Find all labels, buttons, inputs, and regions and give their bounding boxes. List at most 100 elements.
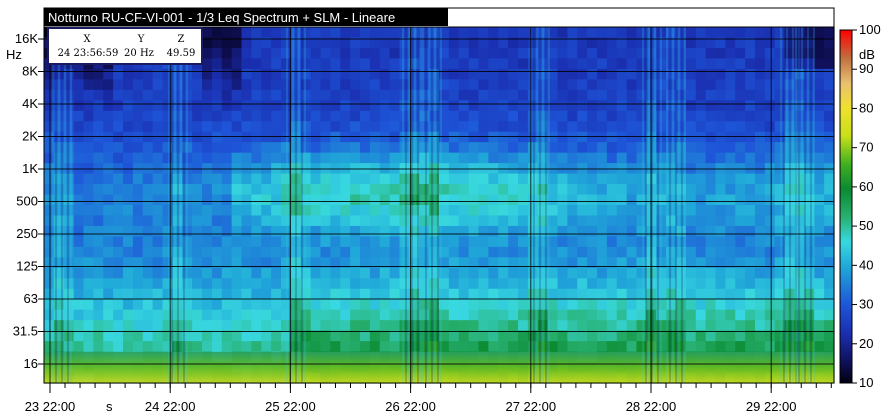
heatmap-cell (527, 278, 539, 290)
heatmap-cell (616, 110, 628, 122)
heatmap-cell (458, 110, 470, 122)
heatmap-cell (636, 205, 647, 217)
heatmap-cell (113, 225, 124, 238)
heatmap-cell (231, 58, 243, 70)
heatmap-cell (656, 37, 667, 49)
heatmap-cell (587, 257, 598, 269)
heatmap-cell (379, 184, 391, 196)
heatmap-cell (508, 152, 519, 164)
heatmap-cell (369, 79, 381, 91)
heatmap-cell (53, 341, 65, 353)
heatmap-cell (142, 121, 154, 133)
heatmap-cell (794, 184, 805, 196)
heatmap-cell (458, 131, 470, 143)
heatmap-cell (241, 330, 252, 342)
heatmap-cell (399, 257, 410, 269)
heatmap-cell (63, 89, 75, 101)
heatmap-cell (369, 27, 381, 39)
heatmap-cell (646, 205, 657, 217)
heatmap-cell (211, 37, 223, 49)
heatmap-cell (448, 184, 460, 196)
heatmap-cell (597, 89, 608, 101)
heatmap-cell (330, 142, 341, 154)
heatmap-cell (330, 278, 341, 290)
heatmap-cell (794, 121, 805, 133)
heatmap-cell (735, 79, 746, 91)
heatmap-cell (676, 288, 687, 300)
heatmap-cell (123, 131, 134, 143)
heatmap-cell (44, 330, 55, 342)
heatmap-cell (310, 257, 322, 269)
heatmap-cell (676, 89, 687, 101)
heatmap-cell (755, 236, 766, 248)
heatmap-cell (606, 236, 618, 248)
heatmap-cell (123, 68, 134, 80)
heatmap-cell (498, 330, 509, 342)
heatmap-cell (369, 100, 381, 112)
heatmap-cell (271, 205, 282, 217)
heatmap-cell (656, 215, 667, 227)
heatmap-cell (63, 225, 75, 238)
heatmap-cell (409, 278, 420, 290)
heatmap-cell (468, 184, 480, 196)
heatmap-cell (547, 215, 559, 227)
heatmap-cell (152, 110, 164, 122)
heatmap-cell (320, 27, 331, 39)
heatmap-cell (93, 278, 104, 290)
heatmap-cell (606, 246, 618, 258)
heatmap-cell (626, 288, 638, 300)
heatmap-cell (320, 47, 331, 60)
heatmap-cell (340, 131, 351, 143)
heatmap-cell (132, 121, 144, 133)
heatmap-cell (705, 131, 717, 143)
heatmap-cell (804, 257, 815, 269)
heatmap-cell (676, 173, 687, 185)
heatmap-cell (429, 320, 440, 332)
heatmap-cell (577, 278, 588, 290)
heatmap-cell (290, 173, 302, 185)
heatmap-cell (784, 330, 796, 342)
heatmap-cell (172, 184, 183, 196)
heatmap-cell (666, 79, 677, 91)
heatmap-cell (547, 257, 559, 269)
heatmap-cell (300, 257, 312, 269)
heatmap-cell (725, 278, 736, 290)
heatmap-cell (360, 330, 371, 342)
heatmap-cell (488, 79, 499, 91)
heatmap-cell (518, 299, 529, 311)
heatmap-cell (389, 79, 401, 91)
heatmap-cell (192, 89, 203, 101)
heatmap-cell (636, 236, 647, 248)
heatmap-cell (63, 215, 75, 227)
heatmap-cell (241, 278, 252, 290)
heatmap-cell (330, 257, 341, 269)
heatmap-cell (824, 110, 835, 122)
heatmap-cell (281, 267, 292, 279)
heatmap-cell (685, 47, 697, 60)
heatmap-cell (350, 89, 361, 101)
heatmap-cell (764, 37, 776, 49)
x-tick-label: 28 22:00 (626, 399, 677, 414)
heatmap-cell (735, 246, 746, 258)
heatmap-cell (646, 152, 657, 164)
heatmap-cell (804, 341, 815, 353)
heatmap-cell (44, 341, 55, 353)
heatmap-cell (44, 278, 55, 290)
heatmap-cell (113, 100, 124, 112)
heatmap-cell (261, 142, 272, 154)
heatmap-cell (824, 89, 835, 101)
heatmap-cell (211, 309, 223, 321)
heatmap-cell (478, 173, 489, 185)
heatmap-cell (409, 100, 420, 112)
heatmap-cell (300, 110, 312, 122)
heatmap-cell (172, 320, 183, 332)
heatmap-cell (310, 194, 322, 206)
heatmap-cell (152, 309, 164, 321)
heatmap-cell (409, 246, 420, 258)
heatmap-cell (152, 257, 164, 269)
x-axis-extra-label: s (106, 399, 113, 414)
heatmap-cell (389, 246, 401, 258)
heatmap-cell (429, 330, 440, 342)
heatmap-cell (468, 37, 480, 49)
heatmap-cell (774, 79, 786, 91)
